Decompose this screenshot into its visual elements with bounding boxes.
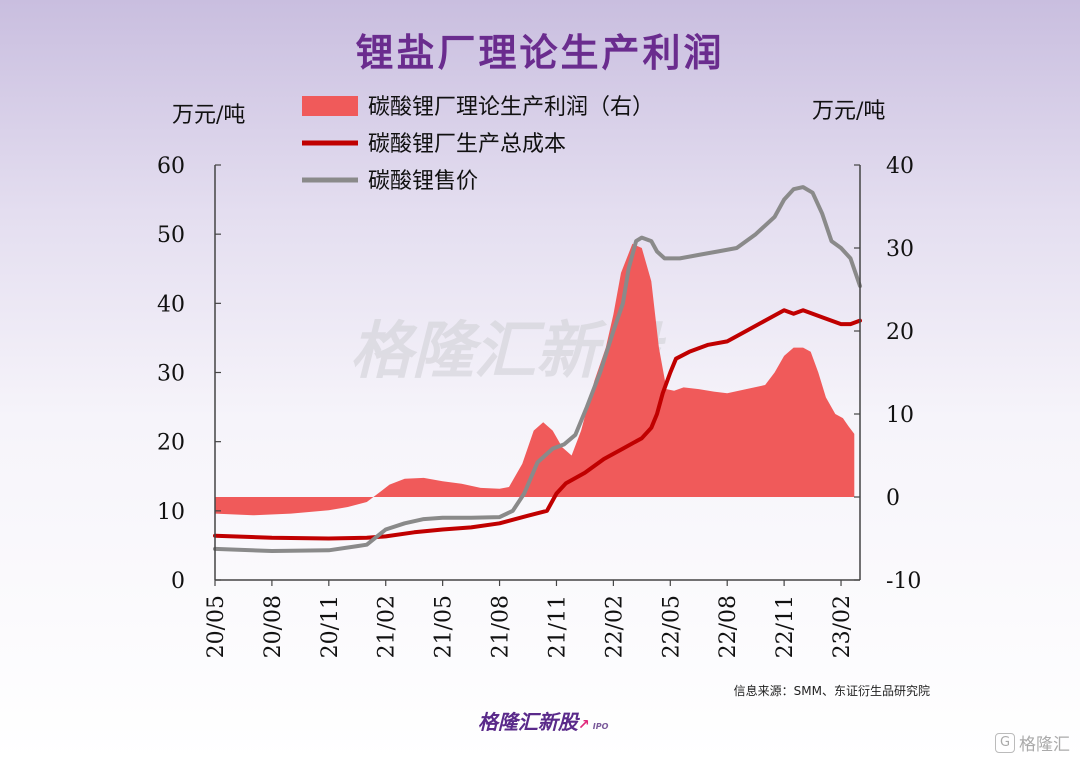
y-right-tick-label: 0 xyxy=(886,486,900,511)
series-line-1 xyxy=(213,308,862,541)
y-left-tick-label: 60 xyxy=(157,154,185,179)
series-layer xyxy=(213,185,862,553)
legend-swatch-0 xyxy=(302,96,358,116)
corner-logo-icon: G xyxy=(995,732,1015,753)
x-tick-label: 22/08 xyxy=(716,595,741,658)
y-left-tick-label: 20 xyxy=(157,431,185,456)
x-tick-label: 21/05 xyxy=(432,595,457,658)
legend-label-0: 碳酸锂厂理论生产利润（右） xyxy=(368,95,654,120)
x-tick-label: 22/11 xyxy=(773,595,798,658)
y-left-tick-label: 10 xyxy=(157,500,185,525)
x-tick-label: 22/02 xyxy=(602,595,627,658)
y-right-tick-label: 40 xyxy=(886,154,914,179)
series-area-0 xyxy=(215,243,855,516)
y-right-label: 万元/吨 xyxy=(812,99,885,124)
y-left-tick-label: 50 xyxy=(157,223,185,248)
axes-layer: 0 10 20 30 40 50 60 -10 0 10 20 30 40 20/05 20/08 20/11… xyxy=(157,99,921,658)
y-right-tick-label: 10 xyxy=(886,403,914,428)
brand-suffix: IPO xyxy=(592,722,609,731)
x-tick-label: 23/02 xyxy=(830,595,855,658)
y-right-tick-label: 30 xyxy=(886,237,914,262)
x-tick-label: 21/08 xyxy=(489,595,514,658)
series-line-2 xyxy=(213,185,862,553)
corner-brand-name: 格隆汇 xyxy=(1019,735,1070,755)
x-tick-label: 21/02 xyxy=(375,595,400,658)
y-left-tick-label: 0 xyxy=(171,569,185,594)
y-left-label: 万元/吨 xyxy=(172,103,245,128)
y-right-tick-label: 20 xyxy=(886,320,914,345)
y-left-tick-label: 40 xyxy=(157,292,185,317)
y-right-tick-label: -10 xyxy=(886,569,921,594)
brand-logo: 格隆汇新股↗ IPO xyxy=(478,706,608,735)
legend-label-2: 碳酸锂售价 xyxy=(368,169,478,194)
x-tick-label: 20/05 xyxy=(204,595,229,658)
y-left-tick-label: 30 xyxy=(157,362,185,387)
brand-name: 格隆汇新股 xyxy=(478,710,578,734)
x-tick-label: 21/11 xyxy=(545,595,570,658)
x-tick-label: 20/11 xyxy=(318,595,343,658)
brand-arrow-icon: ↗ xyxy=(578,717,590,733)
corner-brand: G 格隆汇 xyxy=(995,730,1070,755)
source-note: 信息来源：SMM、东证衍生品研究院 xyxy=(733,684,930,698)
x-tick-label: 22/05 xyxy=(659,595,684,658)
legend-label-1: 碳酸锂厂生产总成本 xyxy=(368,132,566,157)
x-tick-label: 20/08 xyxy=(261,595,286,658)
chart-title: 锂盐厂理论生产利润 xyxy=(355,31,725,75)
